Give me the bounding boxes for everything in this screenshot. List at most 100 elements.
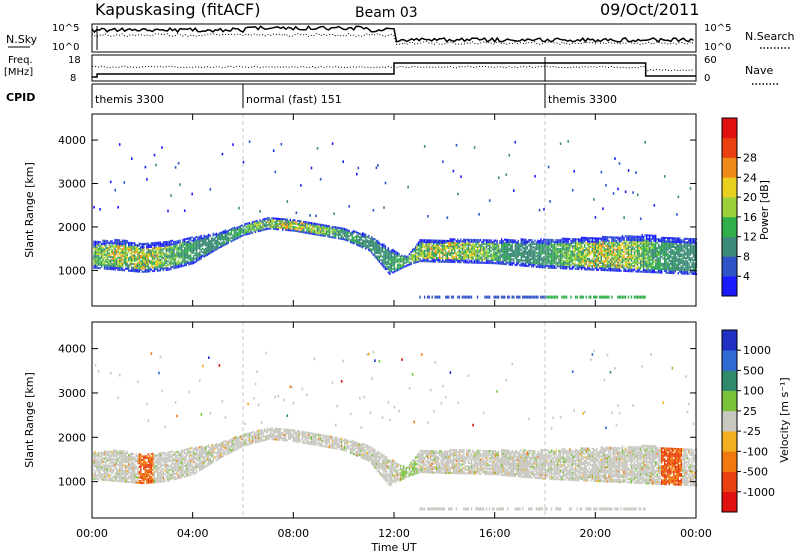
echo-cell: [333, 234, 335, 237]
echo-cell: [596, 254, 598, 257]
echo-cell: [493, 256, 495, 260]
echo-cell: [393, 265, 396, 268]
echo-cell: [111, 264, 113, 267]
echo-cell: [478, 258, 480, 261]
echo-cell: [433, 255, 435, 258]
echo-cell: [103, 262, 106, 265]
echo-cell: [298, 230, 300, 233]
echo-cell: [543, 248, 545, 252]
echo-cell: [434, 251, 436, 254]
echo-cell: [517, 250, 519, 253]
echo-cell: [369, 243, 371, 246]
echo-cell: [481, 249, 483, 252]
echo-cell: [194, 252, 196, 255]
echo-cell: [295, 221, 297, 224]
echo-cell: [436, 248, 438, 251]
echo-cell: [192, 255, 195, 258]
echo-cell: [528, 263, 530, 266]
echo-cell: [368, 245, 370, 248]
echo-cell: [510, 253, 512, 256]
echo-cell: [186, 256, 189, 259]
echo-cell: [496, 295, 498, 299]
echo-cell: [582, 236, 584, 239]
echo-cell: [543, 208, 545, 211]
echo-cell: [526, 259, 528, 262]
echo-cell: [186, 248, 189, 251]
echo-cell: [440, 251, 442, 255]
echo-cell: [144, 242, 146, 245]
echo-cell: [269, 227, 272, 230]
echo-cell: [322, 227, 325, 230]
echo-cell: [568, 238, 571, 241]
echo-cell: [526, 254, 528, 257]
echo-cell: [333, 231, 335, 234]
echo-cell: [667, 271, 669, 274]
echo-cell: [126, 239, 128, 243]
cpid-row: themis 3300 normal (fast) 151 themis 3300: [91, 83, 696, 108]
echo-cell: [520, 252, 522, 255]
echo-cell: [561, 267, 563, 270]
echo-cell: [174, 266, 177, 269]
echo-cell: [174, 245, 177, 249]
echo-cell: [197, 257, 199, 260]
echo-cell: [111, 250, 113, 253]
echo-cell: [106, 240, 109, 243]
echo-cell: [203, 240, 205, 243]
echo-cell: [626, 243, 628, 247]
echo-cell: [564, 262, 566, 265]
echo-cell: [108, 241, 110, 244]
echo-cell: [532, 256, 535, 259]
echo-cell: [544, 259, 547, 262]
echo-cell: [336, 228, 338, 231]
freq-panel: [91, 54, 697, 82]
echo-cell: [366, 246, 368, 249]
cpid-segment-label: normal (fast) 151: [246, 93, 342, 106]
echo-cell: [399, 255, 402, 258]
echo-cell: [100, 262, 103, 265]
echo-cell: [410, 257, 412, 260]
echo-cell: [534, 258, 536, 261]
echo-cell: [158, 257, 160, 260]
echo-cell: [109, 259, 112, 262]
echo-cell: [461, 252, 464, 255]
echo-cell: [156, 267, 159, 270]
echo-cell: [121, 253, 124, 256]
echo-cell: [636, 193, 639, 197]
echo-cell: [410, 263, 412, 266]
echo-cell: [452, 240, 454, 243]
echo-cell: [487, 248, 489, 251]
echo-cell: [224, 231, 226, 234]
echo-cell: [206, 243, 208, 246]
echo-cell: [167, 266, 169, 270]
echo-cell: [484, 247, 486, 251]
echo-cell: [494, 253, 497, 256]
echo-cell: [467, 261, 470, 264]
echo-cell: [559, 261, 562, 265]
echo-cell: [153, 262, 156, 266]
echo-cell: [473, 238, 476, 242]
echo-cell: [197, 240, 199, 243]
echo-cell: [318, 228, 320, 231]
echo-cell: [493, 253, 495, 256]
echo-cell: [496, 243, 498, 246]
echo-cell: [688, 237, 690, 241]
echo-cell: [550, 240, 553, 243]
echo-cell: [97, 242, 100, 245]
echo-cell: [164, 263, 166, 266]
echo-cell: [269, 220, 272, 223]
echo-cell: [164, 244, 166, 247]
echo-cell: [519, 259, 521, 262]
echo-cell: [189, 254, 192, 257]
echo-cell: [333, 227, 335, 230]
echo-cell: [300, 222, 302, 225]
echo-cell: [155, 245, 157, 248]
echo-cell: [288, 220, 290, 223]
echo-cell: [282, 228, 284, 231]
echo-cell: [624, 295, 627, 299]
echo-cell: [522, 243, 524, 246]
echo-cell: [126, 241, 128, 244]
echo-cell: [118, 267, 121, 270]
echo-cell: [103, 265, 106, 268]
echo-cell: [276, 217, 278, 220]
echo-cell: [375, 241, 377, 244]
